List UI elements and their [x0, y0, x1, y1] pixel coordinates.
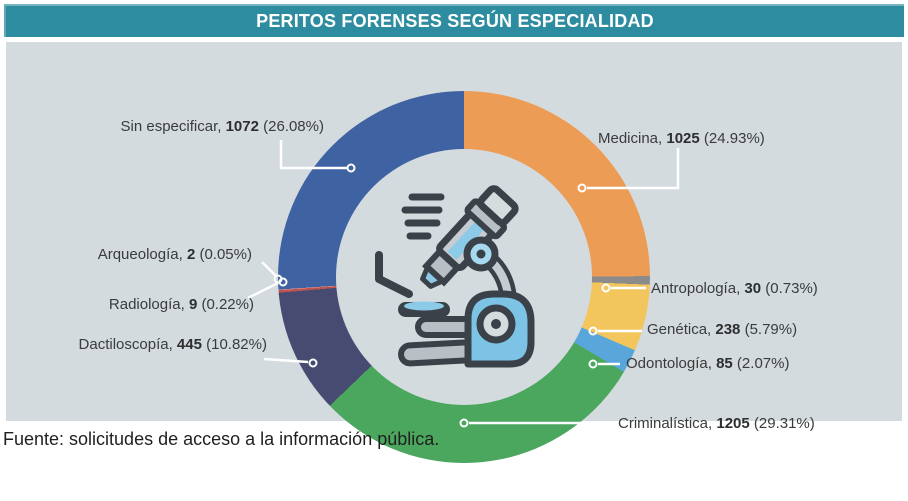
- chart-panel: Sin especificar, 1072 (26.08%) Medicina,…: [6, 42, 902, 463]
- infographic-page: PERITOS FORENSES SEGÚN ESPECIALIDAD: [3, 4, 904, 463]
- segment-percent: (10.82%): [201, 336, 267, 353]
- segment-label: Sin especificar,: [120, 118, 226, 135]
- slice-callout-genetica: Genética, 238 (5.79%): [647, 321, 797, 338]
- segment-label: Genética,: [647, 321, 716, 338]
- segment-label: Dactiloscopía,: [78, 336, 177, 353]
- segment-percent: (24.93%): [699, 130, 765, 147]
- slice-callout-odontologia: Odontología, 85 (2.07%): [626, 355, 789, 372]
- segment-percent: (5.79%): [740, 321, 798, 338]
- segment-value: 30: [744, 280, 762, 297]
- speed-lines-icon: [401, 193, 445, 240]
- segment-value: 2: [186, 246, 196, 263]
- segment-percent: (26.08%): [258, 118, 324, 135]
- segment-label: Odontología,: [626, 355, 717, 372]
- segment-label: Radiología,: [108, 296, 189, 313]
- segment-value: 238: [715, 321, 741, 338]
- segment-value: 1072: [225, 118, 259, 135]
- source-note: Fuente: solicitudes de acceso a la infor…: [3, 429, 440, 449]
- slice-callout-antropologia: Antropología, 30 (0.73%): [651, 280, 818, 297]
- slice-callout-dactiloscopia: Dactiloscopía, 445 (10.82%): [79, 336, 267, 353]
- slice-callout-criminalistica: Criminalística, 1205 (29.31%): [618, 415, 815, 432]
- slide-holder-icon: [375, 251, 413, 298]
- slice-callout-medicina: Medicina, 1025 (24.93%): [598, 130, 765, 147]
- segment-label: Arqueología,: [97, 246, 187, 263]
- segment-percent: (0.05%): [195, 246, 252, 263]
- segment-value: 1025: [666, 130, 700, 147]
- segment-value: 445: [176, 336, 202, 353]
- chart-title: PERITOS FORENSES SEGÚN ESPECIALIDAD: [256, 11, 654, 31]
- segment-percent: (0.73%): [761, 280, 818, 297]
- segment-value: 9: [188, 296, 198, 313]
- segment-percent: (29.31%): [749, 415, 815, 432]
- slice-callout-sin-especificar: Sin especificar, 1072 (26.08%): [121, 118, 324, 135]
- segment-label: Antropología,: [651, 280, 745, 297]
- segment-label: Medicina,: [598, 130, 667, 147]
- segment-percent: (2.07%): [732, 355, 790, 372]
- segment-value: 1205: [716, 415, 750, 432]
- microscope-icon: [375, 185, 535, 368]
- slice-callout-arqueologia: Arqueología, 2 (0.05%): [98, 246, 252, 263]
- segment-value: 85: [716, 355, 733, 372]
- segment-percent: (0.22%): [197, 296, 254, 313]
- chart-title-bar: PERITOS FORENSES SEGÚN ESPECIALIDAD: [4, 4, 904, 37]
- slice-callout-radiologia: Radiología, 9 (0.22%): [109, 296, 254, 313]
- segment-label: Criminalística,: [618, 415, 717, 432]
